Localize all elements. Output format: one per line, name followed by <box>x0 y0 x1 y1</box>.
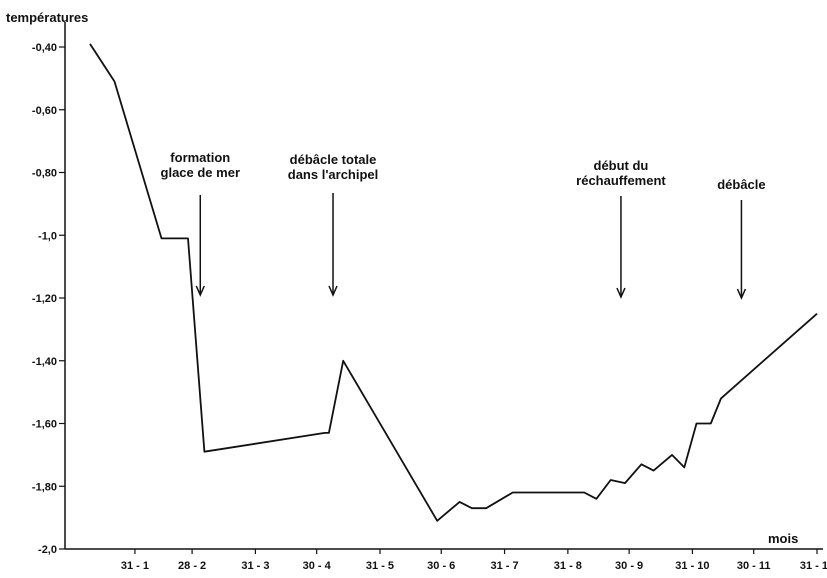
arrow-head-icon <box>616 287 626 299</box>
x-axis-title: mois <box>768 531 798 546</box>
y-axis-title: températures <box>6 10 88 25</box>
x-tick-label: 31 - 5 <box>366 560 394 572</box>
y-tick-label: -0,40 <box>32 42 57 54</box>
temperature-line <box>89 43 818 522</box>
annotation-text: glace de mer <box>161 165 241 180</box>
annotation-text: dans l'archipel <box>288 167 379 182</box>
x-tick-label: 30 - 6 <box>427 560 455 572</box>
y-tick-label: -1,0 <box>38 230 57 242</box>
y-tick-label: -1,60 <box>32 419 57 431</box>
x-tick-label: 28 - 2 <box>178 560 206 572</box>
x-tick-label: 30 - 11 <box>737 560 771 572</box>
x-tick-label: 31 - 12 <box>800 560 827 572</box>
x-ticks: 31 - 1 28 - 2 31 - 3 30 - 4 31 - 5 30 - 6 31 -… <box>121 549 827 572</box>
annotation-text: début du <box>594 158 649 173</box>
x-tick-label: 31 - 3 <box>241 560 269 572</box>
annotation-text: formation <box>170 150 230 165</box>
annotation-text: débâcle totale <box>290 152 377 167</box>
annotation-text: débâcle <box>717 177 765 192</box>
arrow-head-icon <box>328 285 338 297</box>
x-tick-label: 31 - 7 <box>490 560 518 572</box>
y-ticks: -0,40 -0,60 -0,80 -1,0 -1,20 -1,40 -1,60 -1,80 -… <box>32 42 65 556</box>
y-tick-label: -1,20 <box>32 293 57 305</box>
annotation: débâcle <box>717 177 766 300</box>
y-tick-label: -0,80 <box>32 168 57 180</box>
series-temperature <box>89 43 818 522</box>
y-tick-label: -1,40 <box>32 356 57 368</box>
x-tick-label: 31 - 10 <box>675 560 709 572</box>
annotation-text: réchauffement <box>576 173 666 188</box>
y-tick-label: -2,0 <box>38 544 57 556</box>
arrow-head-icon <box>195 285 205 297</box>
arrow-head-icon <box>736 288 747 300</box>
x-tick-label: 30 - 9 <box>615 560 643 572</box>
x-tick-label: 31 - 8 <box>554 560 582 572</box>
x-tick-label: 31 - 1 <box>121 560 149 572</box>
y-tick-label: -1,80 <box>32 481 57 493</box>
x-tick-label: 30 - 4 <box>303 560 332 572</box>
y-tick-label: -0,60 <box>32 105 57 117</box>
